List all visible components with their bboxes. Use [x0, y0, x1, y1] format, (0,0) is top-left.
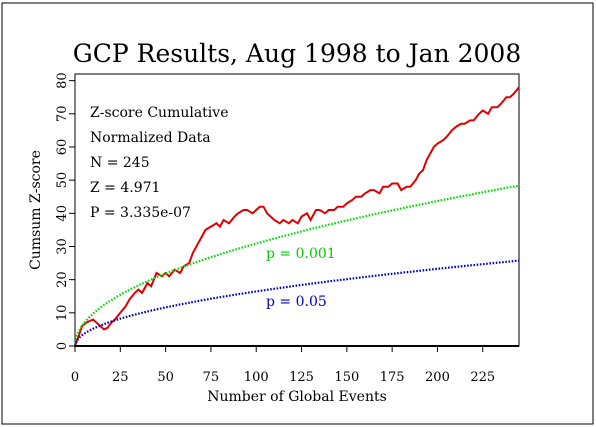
y-tick-label: 80 — [55, 72, 70, 89]
y-tick-label: 10 — [55, 305, 70, 322]
annotation-line: Normalized Data — [90, 130, 211, 146]
y-tick-label: 70 — [55, 106, 70, 123]
p05-label: p = 0.05 — [266, 294, 327, 310]
y-tick-label: 60 — [55, 139, 70, 156]
x-tick-label: 200 — [425, 370, 450, 385]
y-tick-label: 20 — [55, 271, 70, 288]
chart-title: GCP Results, Aug 1998 to Jan 2008 — [73, 39, 522, 68]
y-tick-label: 0 — [55, 342, 70, 350]
x-tick-label: 100 — [244, 370, 269, 385]
x-tick-label: 225 — [470, 370, 495, 385]
y-tick-label: 40 — [55, 205, 70, 222]
y-tick-label: 30 — [55, 238, 70, 255]
x-tick-label: 125 — [289, 370, 314, 385]
annotation-line: P = 3.335e-07 — [90, 205, 191, 221]
annotation-line: N = 245 — [90, 155, 150, 171]
p05-curve — [73, 259, 520, 347]
series-layer — [73, 86, 520, 347]
x-axis: 0 25 50 75 100 125 150 175 200 225 — [71, 346, 495, 385]
x-tick-label: 150 — [334, 370, 359, 385]
annotation-line: Z = 4.971 — [90, 180, 160, 196]
x-tick-label: 0 — [71, 370, 79, 385]
x-tick-label: 75 — [203, 370, 220, 385]
annotation-line: Z-score Cumulative — [90, 105, 228, 121]
p001-label: p = 0.001 — [266, 246, 336, 262]
annotations: Z-score Cumulative Normalized Data N = 245… — [90, 105, 228, 221]
cumulative-z-line — [74, 86, 520, 347]
x-tick-label: 25 — [112, 370, 129, 385]
x-tick-label: 175 — [380, 370, 405, 385]
x-tick-label: 50 — [157, 370, 174, 385]
y-axis-label: Cumsum Z-score — [28, 150, 44, 270]
p001-curve — [73, 184, 520, 347]
y-tick-label: 50 — [55, 172, 70, 189]
x-axis-label: Number of Global Events — [207, 389, 387, 405]
y-axis: 0 10 20 30 40 50 60 70 80 — [55, 72, 75, 350]
